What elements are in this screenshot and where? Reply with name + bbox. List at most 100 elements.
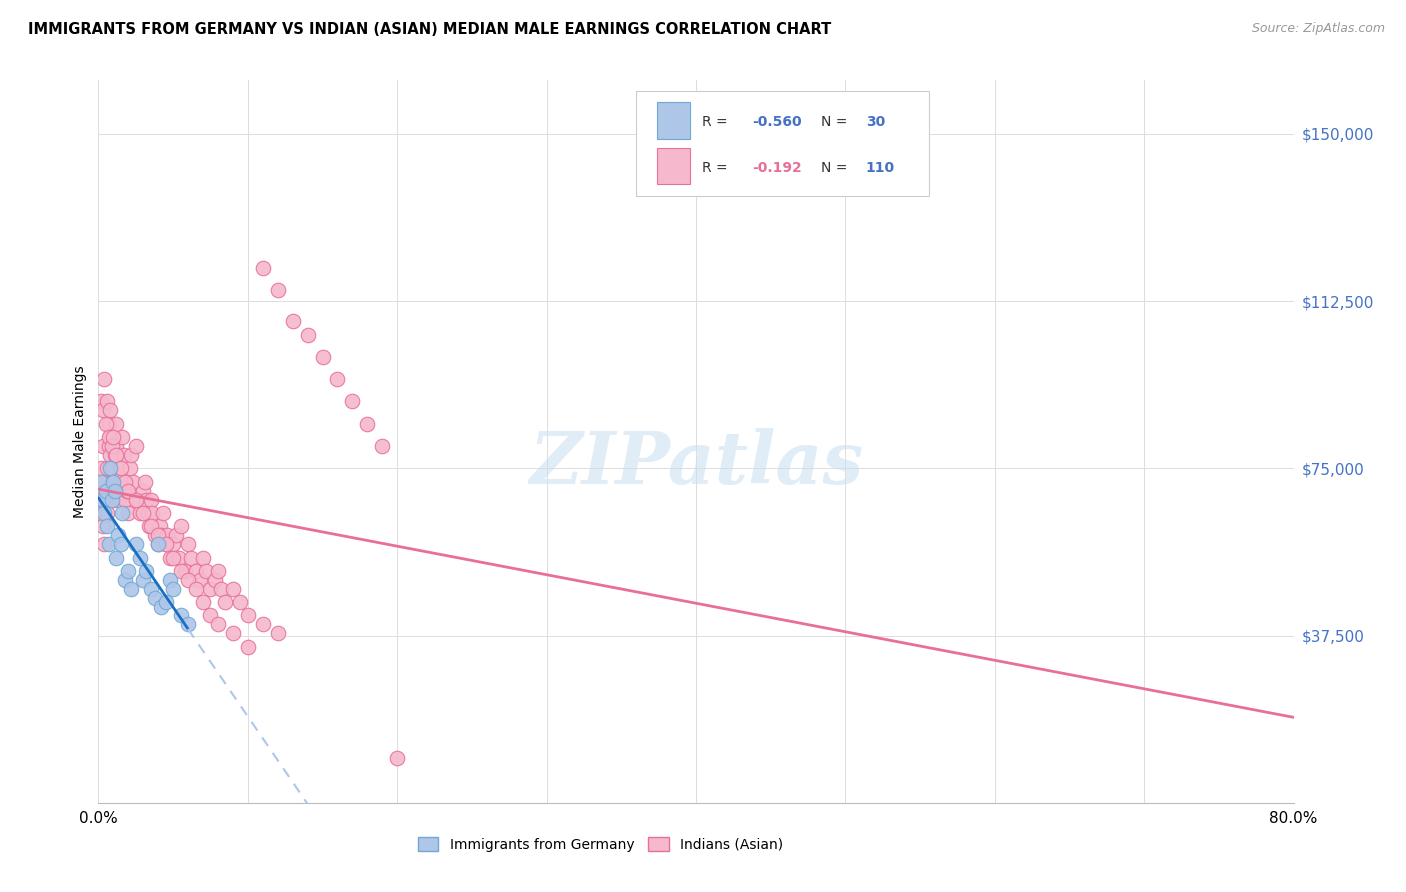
Point	[101, 492, 124, 507]
Point	[114, 573, 136, 587]
Point	[191, 595, 214, 609]
Point	[180, 550, 202, 565]
Point	[97, 417, 120, 431]
Point	[150, 528, 173, 542]
Point	[117, 483, 139, 498]
Point	[165, 528, 187, 542]
Point	[200, 608, 222, 623]
Point	[195, 564, 218, 578]
Point	[177, 573, 200, 587]
Point	[188, 573, 211, 587]
Point	[118, 461, 141, 475]
Point	[101, 475, 124, 489]
Y-axis label: Median Male Earnings: Median Male Earnings	[73, 365, 87, 518]
Point	[155, 537, 177, 551]
Point	[156, 528, 179, 542]
Point	[267, 626, 290, 640]
Point	[94, 483, 117, 498]
Point	[103, 483, 125, 498]
Point	[229, 595, 252, 609]
Point	[94, 483, 117, 498]
Point	[177, 617, 200, 632]
Point	[121, 475, 143, 489]
Point	[252, 617, 274, 632]
Point	[267, 283, 290, 297]
Point	[132, 506, 155, 520]
Text: IMMIGRANTS FROM GERMANY VS INDIAN (ASIAN) MEDIAN MALE EARNINGS CORRELATION CHART: IMMIGRANTS FROM GERMANY VS INDIAN (ASIAN…	[28, 22, 831, 37]
Point	[111, 430, 134, 444]
Point	[110, 475, 132, 489]
Point	[97, 430, 120, 444]
Point	[90, 394, 112, 409]
Point	[184, 564, 207, 578]
Point	[136, 506, 159, 520]
Point	[385, 751, 409, 765]
Point	[125, 439, 148, 453]
Point	[371, 439, 394, 453]
Point	[139, 582, 162, 596]
Point	[191, 550, 214, 565]
Legend: Immigrants from Germany, Indians (Asian): Immigrants from Germany, Indians (Asian)	[412, 831, 789, 857]
Point	[236, 640, 259, 654]
Point	[105, 550, 128, 565]
Text: Source: ZipAtlas.com: Source: ZipAtlas.com	[1251, 22, 1385, 36]
Point	[148, 537, 170, 551]
Text: 110: 110	[866, 161, 894, 175]
Point	[129, 550, 152, 565]
Point	[159, 550, 181, 565]
Point	[281, 314, 304, 328]
Bar	[657, 148, 690, 185]
Point	[200, 582, 222, 596]
Point	[169, 608, 191, 623]
Point	[143, 528, 166, 542]
Point	[90, 461, 112, 475]
Point	[162, 550, 184, 565]
Point	[107, 528, 129, 542]
Point	[96, 519, 118, 533]
Point	[105, 448, 128, 462]
Point	[155, 595, 177, 609]
Point	[162, 582, 184, 596]
Point	[159, 573, 181, 587]
Point	[110, 461, 132, 475]
Point	[135, 564, 157, 578]
Point	[97, 537, 120, 551]
Point	[148, 537, 170, 551]
Point	[125, 492, 148, 507]
Point	[104, 448, 127, 462]
Point	[132, 573, 155, 587]
Point	[129, 506, 152, 520]
Text: 30: 30	[866, 115, 884, 129]
Point	[110, 461, 132, 475]
Point	[152, 506, 174, 520]
Point	[98, 430, 122, 444]
Point	[236, 608, 259, 623]
Bar	[657, 103, 690, 138]
Point	[207, 564, 229, 578]
Point	[167, 550, 190, 565]
Point	[148, 528, 170, 542]
Text: N =: N =	[821, 161, 852, 175]
Point	[105, 417, 128, 431]
Point	[134, 475, 156, 489]
Point	[177, 537, 200, 551]
Point	[174, 564, 197, 578]
Point	[91, 403, 114, 417]
Point	[114, 492, 136, 507]
Point	[94, 492, 117, 507]
Point	[105, 439, 128, 453]
Point	[132, 483, 155, 498]
Point	[139, 492, 162, 507]
Point	[97, 439, 120, 453]
Point	[149, 519, 172, 533]
Point	[204, 573, 226, 587]
Point	[101, 461, 124, 475]
Text: -0.192: -0.192	[752, 161, 801, 175]
Point	[93, 506, 115, 520]
Point	[107, 483, 129, 498]
Point	[103, 430, 125, 444]
Point	[214, 595, 236, 609]
Point	[90, 475, 112, 489]
Point	[96, 506, 118, 520]
Point	[98, 448, 122, 462]
